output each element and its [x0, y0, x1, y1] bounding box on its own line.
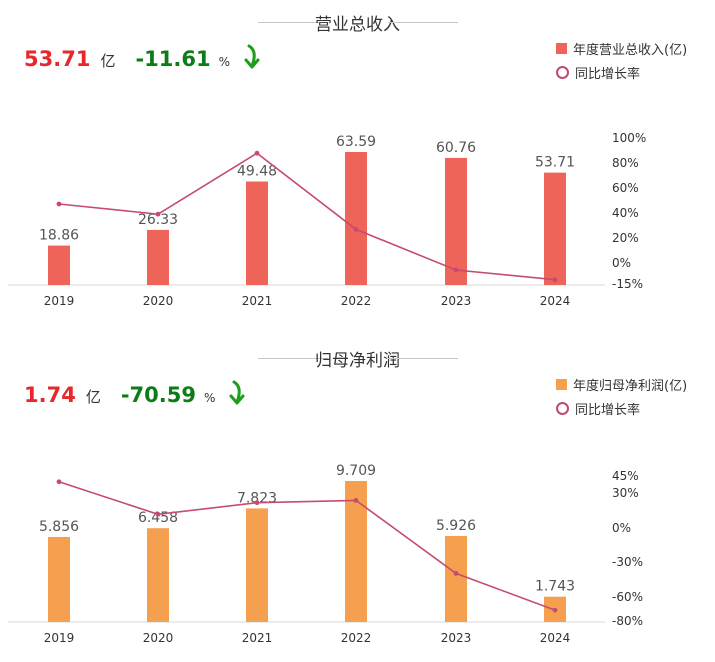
revenue-panel: 营业总收入 53.71 亿 -11.61% 年度营业总收入(亿) 同比增长率 18.… [0, 0, 715, 330]
growth-point-2019 [56, 479, 62, 485]
growth-point-2022 [353, 498, 359, 503]
bar-2022 [345, 152, 367, 285]
x-tick-label-2019: 2019 [44, 631, 75, 645]
growth-rate-line [58, 152, 556, 281]
title-divider-left [258, 22, 328, 23]
data-label-2019: 5.856 [39, 519, 79, 535]
data-label-2023: 60.76 [436, 140, 476, 156]
y2-tick-label: 40% [612, 206, 639, 220]
bar-2021 [246, 508, 268, 622]
profit-headline-value: 1.74 [24, 383, 76, 407]
bar-2019 [48, 245, 70, 285]
revenue-headline-value: 53.71 [24, 47, 91, 71]
revenue-headline-percent: % [218, 55, 230, 69]
bar-2024 [544, 172, 566, 285]
growth-point-2020 [155, 511, 161, 517]
revenue-chart: 18.86 26.33 49.48 63.59 60.76 53.71 2019 2020 20… [8, 131, 646, 308]
bar-2020 [147, 229, 169, 285]
profit-headline: 1.74 亿 -70.59% [24, 380, 245, 414]
data-label-2021: 49.48 [237, 164, 277, 180]
y2-tick-label: 60% [612, 181, 639, 195]
x-tick-label-2023: 2023 [441, 631, 472, 645]
growth-point-2019 [56, 201, 62, 207]
data-label-2020: 6.458 [138, 510, 178, 526]
y2-tick-label: -15% [612, 277, 643, 291]
profit-title-bar: 归母净利润 [0, 344, 715, 372]
legend-item-profit-growth[interactable]: 同比增长率 [556, 396, 687, 420]
revenue-legend: 年度营业总收入(亿) 同比增长率 [556, 36, 687, 84]
x-tick-label-2021: 2021 [242, 294, 273, 308]
growth-point-2020 [155, 211, 161, 217]
data-label-2022: 9.709 [336, 463, 376, 479]
x-tick-label-2021: 2021 [242, 631, 273, 645]
data-label-2019: 18.86 [39, 228, 79, 244]
data-label-2022: 63.59 [336, 134, 376, 150]
growth-point-2021 [254, 500, 260, 506]
growth-point-2021 [254, 150, 260, 156]
y2-tick-label: 45% [612, 469, 639, 483]
x-tick-label-2022: 2022 [341, 631, 372, 645]
legend-label-line: 同比增长率 [575, 66, 641, 82]
growth-rate-line [58, 481, 556, 611]
revenue-title-bar: 营业总收入 [0, 8, 715, 36]
title-divider-right [388, 22, 458, 23]
revenue-chart-title: 营业总收入 [315, 15, 400, 35]
legend-label-bar: 年度归母净利润(亿) [573, 378, 688, 394]
bar-2023 [445, 535, 467, 622]
legend-swatch-bar [556, 378, 567, 390]
revenue-headline-unit: 亿 [100, 52, 116, 70]
revenue-headline-change: -11.61 [135, 47, 211, 71]
bar-2020 [147, 528, 169, 622]
profit-chart-title: 归母净利润 [315, 351, 400, 371]
data-label-2024: 1.743 [535, 579, 575, 595]
y2-tick-label: 0% [612, 256, 631, 270]
legend-label-line: 同比增长率 [575, 402, 641, 418]
y2-tick-label: 20% [612, 231, 639, 245]
legend-swatch-line [556, 65, 569, 79]
profit-headline-change: -70.59 [120, 383, 196, 407]
y2-tick-label: 80% [612, 156, 639, 170]
data-label-2020: 26.33 [138, 212, 178, 228]
legend-label-bar: 年度营业总收入(亿) [573, 42, 688, 58]
growth-point-2023 [453, 267, 459, 273]
x-tick-label-2019: 2019 [44, 294, 75, 308]
profit-panel: 归母净利润 1.74 亿 -70.59% 年度归母净利润(亿) 同比增长率 5.85… [0, 336, 715, 662]
profit-headline-percent: % [203, 391, 216, 405]
down-arrow-icon [229, 380, 245, 410]
legend-item-profit-bar[interactable]: 年度归母净利润(亿) [556, 372, 687, 396]
growth-point-2024 [552, 277, 558, 283]
x-tick-label-2020: 2020 [143, 294, 174, 308]
y2-tick-label: 30% [612, 486, 639, 500]
data-label-2024: 53.71 [535, 155, 575, 171]
x-tick-label-2024: 2024 [540, 631, 571, 645]
y2-tick-label: 0% [612, 521, 631, 535]
y2-tick-label: -80% [612, 614, 643, 628]
data-label-2023: 5.926 [436, 518, 476, 534]
bar-2019 [48, 536, 70, 622]
legend-item-revenue-bar[interactable]: 年度营业总收入(亿) [556, 36, 687, 60]
legend-item-revenue-growth[interactable]: 同比增长率 [556, 60, 687, 84]
bar-2023 [445, 157, 467, 285]
growth-point-2024 [552, 607, 558, 613]
x-tick-label-2022: 2022 [341, 294, 372, 308]
x-tick-label-2020: 2020 [143, 631, 174, 645]
growth-point-2022 [353, 227, 359, 232]
x-tick-label-2024: 2024 [540, 294, 571, 308]
title-divider-right [388, 358, 458, 359]
profit-headline-unit: 亿 [85, 388, 101, 406]
title-divider-left [258, 358, 328, 359]
down-arrow-icon [244, 44, 260, 74]
legend-swatch-bar [556, 42, 567, 54]
growth-point-2023 [453, 571, 459, 576]
y2-tick-label: -30% [612, 555, 643, 569]
y2-tick-label: 100% [612, 131, 646, 145]
revenue-headline: 53.71 亿 -11.61% [24, 44, 260, 78]
profit-legend: 年度归母净利润(亿) 同比增长率 [556, 372, 687, 420]
x-tick-label-2023: 2023 [441, 294, 472, 308]
y2-tick-label: -60% [612, 590, 643, 604]
bar-2021 [246, 181, 268, 285]
legend-swatch-line [556, 401, 569, 415]
bar-2022 [345, 481, 367, 622]
